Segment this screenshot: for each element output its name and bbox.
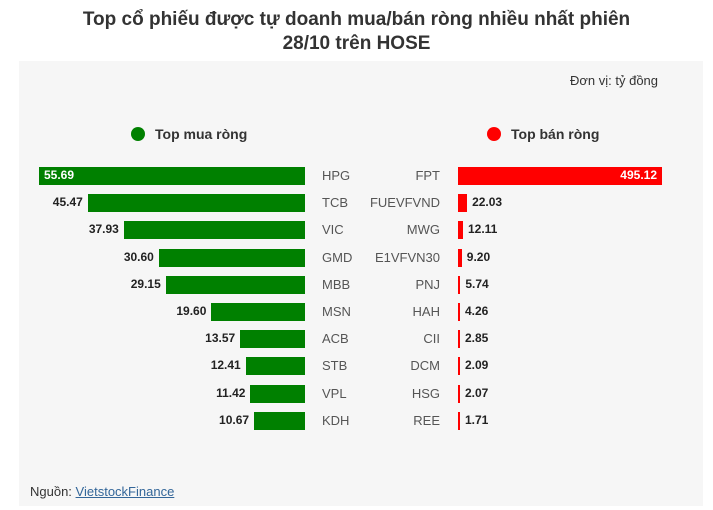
- chart-row: 13.57 ACB CII 2.85: [0, 330, 713, 349]
- buy-value-label: 37.93: [88, 222, 119, 237]
- sell-value-label: 1.71: [465, 412, 489, 427]
- buy-ticker-label: HPG: [322, 168, 351, 183]
- sell-bar: [458, 248, 462, 267]
- chart-title-line2: 28/10 trên HOSE: [282, 33, 431, 54]
- sell-ticker-label: MWG: [406, 222, 440, 238]
- sell-ticker-label: E1VFVN30: [374, 249, 440, 265]
- buy-ticker-label: STB: [322, 358, 348, 374]
- sell-bar: [458, 167, 662, 185]
- sell-value-label: 4.26: [465, 304, 489, 318]
- chart-row: 11.42 VPL HSG 2.07: [0, 384, 713, 403]
- source-prefix: Nguồn:: [30, 484, 76, 499]
- sell-bar: [458, 275, 461, 294]
- sell-bar: [458, 303, 460, 321]
- sell-bar: [458, 384, 460, 403]
- buy-value-label: 55.69: [44, 168, 75, 182]
- source-note: Nguồn: VietstockFinance: [30, 484, 174, 499]
- legend-sell-label: Top bán ròng: [511, 126, 600, 142]
- buy-bar: [211, 303, 305, 321]
- sell-value-label: 9.20: [466, 249, 491, 264]
- sell-bar: [458, 357, 460, 376]
- buy-value-label: 13.57: [205, 331, 236, 346]
- chart-row: 10.67 KDH REE 1.71: [0, 411, 713, 430]
- sell-ticker-label: REE: [413, 412, 440, 428]
- chart-row: 19.60 MSN HAH 4.26: [0, 303, 713, 321]
- chart-title-line1: Top cổ phiếu được tự doanh mua/bán ròng …: [82, 9, 631, 30]
- sell-ticker-label: CII: [423, 331, 440, 347]
- buy-ticker-label: KDH: [322, 412, 350, 428]
- buy-bar: [254, 411, 305, 430]
- legend-sell: Top bán ròng: [487, 126, 599, 142]
- source-link[interactable]: VietstockFinance: [75, 484, 175, 499]
- buy-value-label: 29.15: [130, 276, 161, 291]
- sell-bar: [458, 411, 460, 430]
- buy-bar: [39, 167, 305, 185]
- chart-row: 29.15 MBB PNJ 5.74: [0, 275, 713, 294]
- buy-value-label: 30.60: [123, 249, 154, 264]
- buy-bar: [240, 330, 305, 349]
- sell-value-label: 495.12: [620, 168, 657, 182]
- buy-value-label: 10.67: [219, 412, 250, 427]
- sell-ticker-label: PNJ: [415, 276, 440, 292]
- buy-value-label: 12.41: [210, 358, 241, 373]
- buy-bar: [250, 384, 305, 403]
- legend-buy: Top mua ròng: [131, 126, 247, 142]
- buy-value-label: 11.42: [216, 385, 246, 400]
- buy-value-label: 19.60: [176, 304, 207, 318]
- sell-bar: [458, 221, 463, 240]
- sell-value-label: 2.07: [465, 385, 489, 400]
- sell-value-label: 2.85: [465, 331, 489, 346]
- sell-value-label: 12.11: [467, 222, 498, 237]
- sell-ticker-label: FUEVFVND: [369, 195, 440, 211]
- buy-ticker-label: VPL: [322, 385, 347, 401]
- sell-value-label: 5.74: [465, 276, 489, 291]
- buy-ticker-label: MBB: [322, 276, 351, 292]
- buy-ticker-label: VIC: [322, 222, 344, 238]
- buy-bar: [165, 275, 305, 294]
- buy-ticker-label: TCB: [322, 195, 348, 211]
- buy-ticker-label: ACB: [322, 331, 349, 347]
- sell-bar: [458, 194, 468, 213]
- buy-bar: [245, 357, 305, 376]
- legend-buy-marker: [131, 127, 145, 141]
- buy-ticker-label: GMD: [322, 249, 353, 265]
- chart-row: 30.60 GMD E1VFVN30 9.20: [0, 248, 713, 267]
- buy-bar: [158, 248, 305, 267]
- legend-sell-marker: [487, 127, 501, 141]
- unit-label: Đơn vị: tỷ đồng: [570, 73, 659, 88]
- buy-ticker-label: MSN: [322, 304, 351, 319]
- chart-row: 37.93 VIC MWG 12.11: [0, 221, 713, 240]
- legend-buy-label: Top mua ròng: [155, 126, 248, 142]
- chart-title: Top cổ phiếu được tự doanh mua/bán ròng …: [0, 8, 713, 56]
- buy-bar: [123, 221, 305, 240]
- sell-value-label: 22.03: [472, 195, 503, 210]
- sell-ticker-label: FPT: [415, 168, 440, 183]
- sell-ticker-label: HSG: [411, 385, 440, 401]
- chart-row: 12.41 STB DCM 2.09: [0, 357, 713, 376]
- buy-bar: [87, 194, 305, 213]
- sell-ticker-label: DCM: [410, 358, 440, 374]
- sell-bar: [458, 330, 460, 349]
- buy-value-label: 45.47: [52, 195, 83, 210]
- chart-row: 55.69 HPG FPT 495.12: [0, 167, 713, 185]
- sell-value-label: 2.09: [465, 358, 489, 373]
- chart-row: 45.47 TCB FUEVFVND 22.03: [0, 194, 713, 213]
- sell-ticker-label: HAH: [412, 304, 440, 319]
